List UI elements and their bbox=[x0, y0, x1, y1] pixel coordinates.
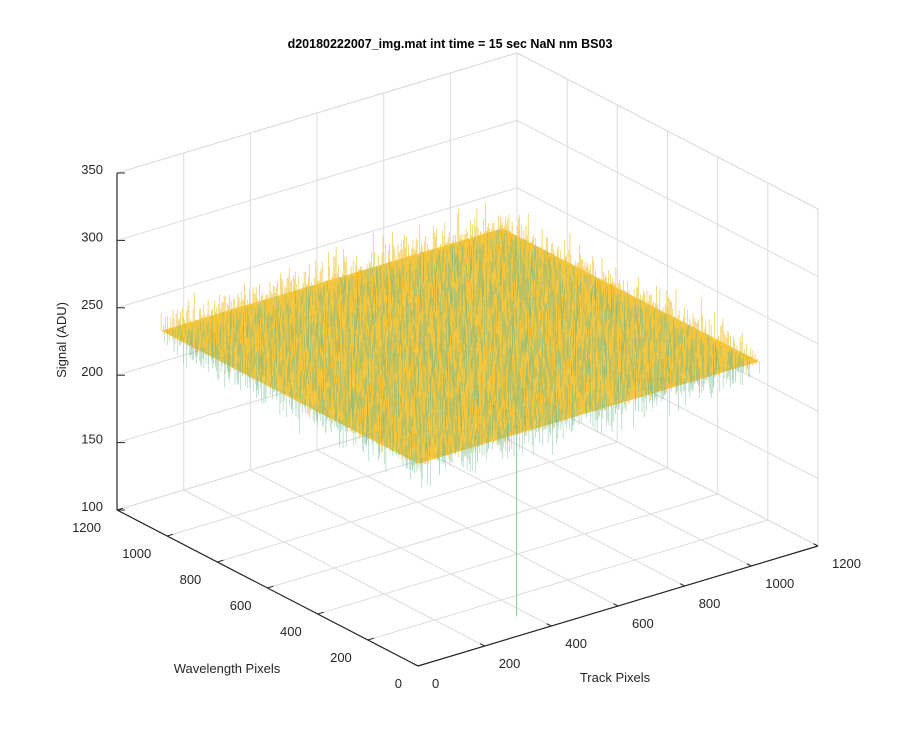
chart-title: d20180222007_img.mat int time = 15 sec N… bbox=[287, 37, 613, 51]
floor-grid-line bbox=[217, 441, 618, 563]
z-axis-label: Signal (ADU) bbox=[54, 302, 69, 378]
floor-grid-line bbox=[367, 519, 768, 641]
x-tick-mark bbox=[679, 583, 685, 587]
z-tick-label: 300 bbox=[81, 229, 103, 244]
tick-labels: 0 200 400 600 800 1000 1200 0 200 400 600 800 1000 12… bbox=[72, 162, 861, 691]
y-tick-label: 1200 bbox=[72, 520, 101, 535]
z-tick-label: 100 bbox=[81, 499, 103, 514]
x-tick-label: 800 bbox=[699, 596, 721, 611]
x-tick-label: 600 bbox=[632, 616, 654, 631]
wall-grid-line bbox=[116, 119, 518, 241]
y-tick-mark bbox=[167, 533, 174, 537]
x-tick-label: 1200 bbox=[832, 556, 861, 571]
x-tick-mark bbox=[413, 663, 419, 667]
wall-grid-line bbox=[116, 187, 518, 309]
z-tick-label: 250 bbox=[81, 297, 103, 312]
z-tick-label: 150 bbox=[81, 432, 103, 447]
floor-grid-line bbox=[317, 493, 718, 615]
x-tick-label: 0 bbox=[432, 676, 439, 691]
x-tick-mark bbox=[746, 563, 752, 567]
x-axis-label: Track Pixels bbox=[580, 670, 651, 685]
surface-mesh bbox=[160, 203, 760, 617]
surface-low-lines bbox=[164, 229, 760, 488]
z-tick-label: 350 bbox=[81, 162, 103, 177]
wall-grid-line bbox=[516, 187, 819, 345]
box-edge bbox=[516, 52, 819, 210]
x-tick-mark bbox=[546, 623, 552, 627]
y-tick-label: 0 bbox=[395, 676, 402, 691]
x-tick-mark bbox=[813, 543, 819, 547]
y-tick-mark bbox=[367, 637, 374, 641]
wall-grid-line bbox=[516, 119, 819, 277]
x-tick-mark bbox=[479, 643, 485, 647]
z-tick-label: 200 bbox=[81, 364, 103, 379]
box-edge bbox=[116, 52, 518, 174]
y-tick-mark bbox=[217, 559, 224, 563]
y-tick-label: 800 bbox=[180, 572, 202, 587]
x-tick-label: 200 bbox=[499, 656, 521, 671]
x-tick-label: 400 bbox=[565, 636, 587, 651]
y-tick-mark bbox=[317, 611, 324, 615]
x-tick-mark bbox=[613, 603, 619, 607]
floor-grid-line bbox=[267, 467, 668, 589]
y-tick-mark bbox=[417, 663, 425, 667]
y-tick-mark bbox=[267, 585, 274, 589]
y-axis-label: Wavelength Pixels bbox=[174, 661, 281, 676]
y-tick-label: 1000 bbox=[122, 546, 151, 561]
y-tick-label: 400 bbox=[280, 624, 302, 639]
x-tick-label: 1000 bbox=[765, 576, 794, 591]
y-tick-label: 200 bbox=[330, 650, 352, 665]
y-tick-label: 600 bbox=[230, 598, 252, 613]
